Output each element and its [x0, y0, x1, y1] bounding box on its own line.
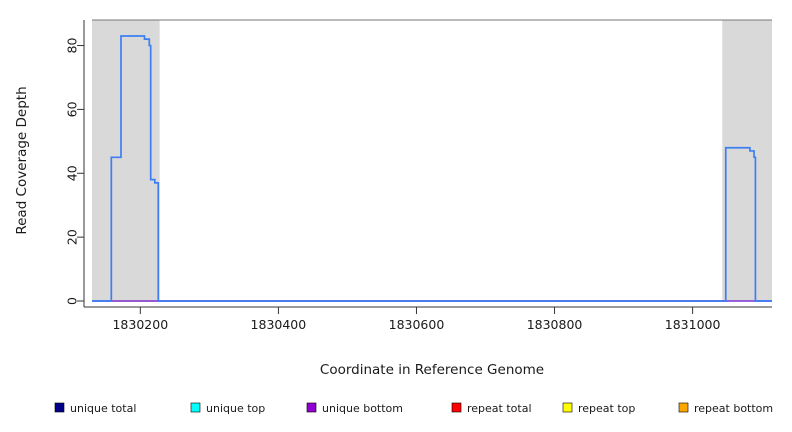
legend-label-unique-top: unique top — [206, 402, 265, 415]
series-line-unique-total — [92, 35, 772, 302]
legend-item-unique-total[interactable]: unique total — [54, 402, 136, 415]
legend-label-unique-bottom: unique bottom — [322, 402, 403, 415]
y-tick-label-4: 80 — [65, 38, 80, 54]
x-tick-label-1: 1830400 — [251, 317, 307, 332]
y-tick-label-0: 0 — [65, 297, 80, 305]
legend-item-repeat-top[interactable]: repeat top — [562, 402, 635, 415]
legend-swatch-unique-total — [54, 402, 65, 413]
y-tick-label-1: 20 — [65, 229, 80, 245]
legend-item-repeat-bottom[interactable]: repeat bottom — [678, 402, 773, 415]
x-tick-label-4: 1831000 — [665, 317, 721, 332]
legend-item-repeat-total[interactable]: repeat total — [451, 402, 532, 415]
x-axis-title: Coordinate in Reference Genome — [320, 362, 544, 378]
x-tick-label-2: 1830600 — [389, 317, 445, 332]
legend-label-repeat-total: repeat total — [467, 402, 532, 415]
y-axis-title: Read Coverage Depth — [14, 86, 30, 234]
repeat-region-left — [92, 20, 160, 301]
legend-label-repeat-bottom: repeat bottom — [694, 402, 773, 415]
legend-swatch-unique-bottom — [306, 402, 317, 413]
legend-swatch-repeat-bottom — [678, 402, 689, 413]
y-tick-label-2: 40 — [65, 165, 80, 181]
y-tick-label-3: 60 — [65, 101, 80, 117]
legend-label-repeat-top: repeat top — [578, 402, 635, 415]
legend-label-unique-total: unique total — [70, 402, 136, 415]
legend-swatch-unique-top — [190, 402, 201, 413]
legend-swatch-repeat-top — [562, 402, 573, 413]
legend-swatch-repeat-total — [451, 402, 462, 413]
x-tick-label-3: 1830800 — [527, 317, 583, 332]
legend-item-unique-top[interactable]: unique top — [190, 402, 265, 415]
repeat-region-right — [722, 20, 772, 301]
legend-item-unique-bottom[interactable]: unique bottom — [306, 402, 403, 415]
x-tick-label-0: 1830200 — [112, 317, 168, 332]
